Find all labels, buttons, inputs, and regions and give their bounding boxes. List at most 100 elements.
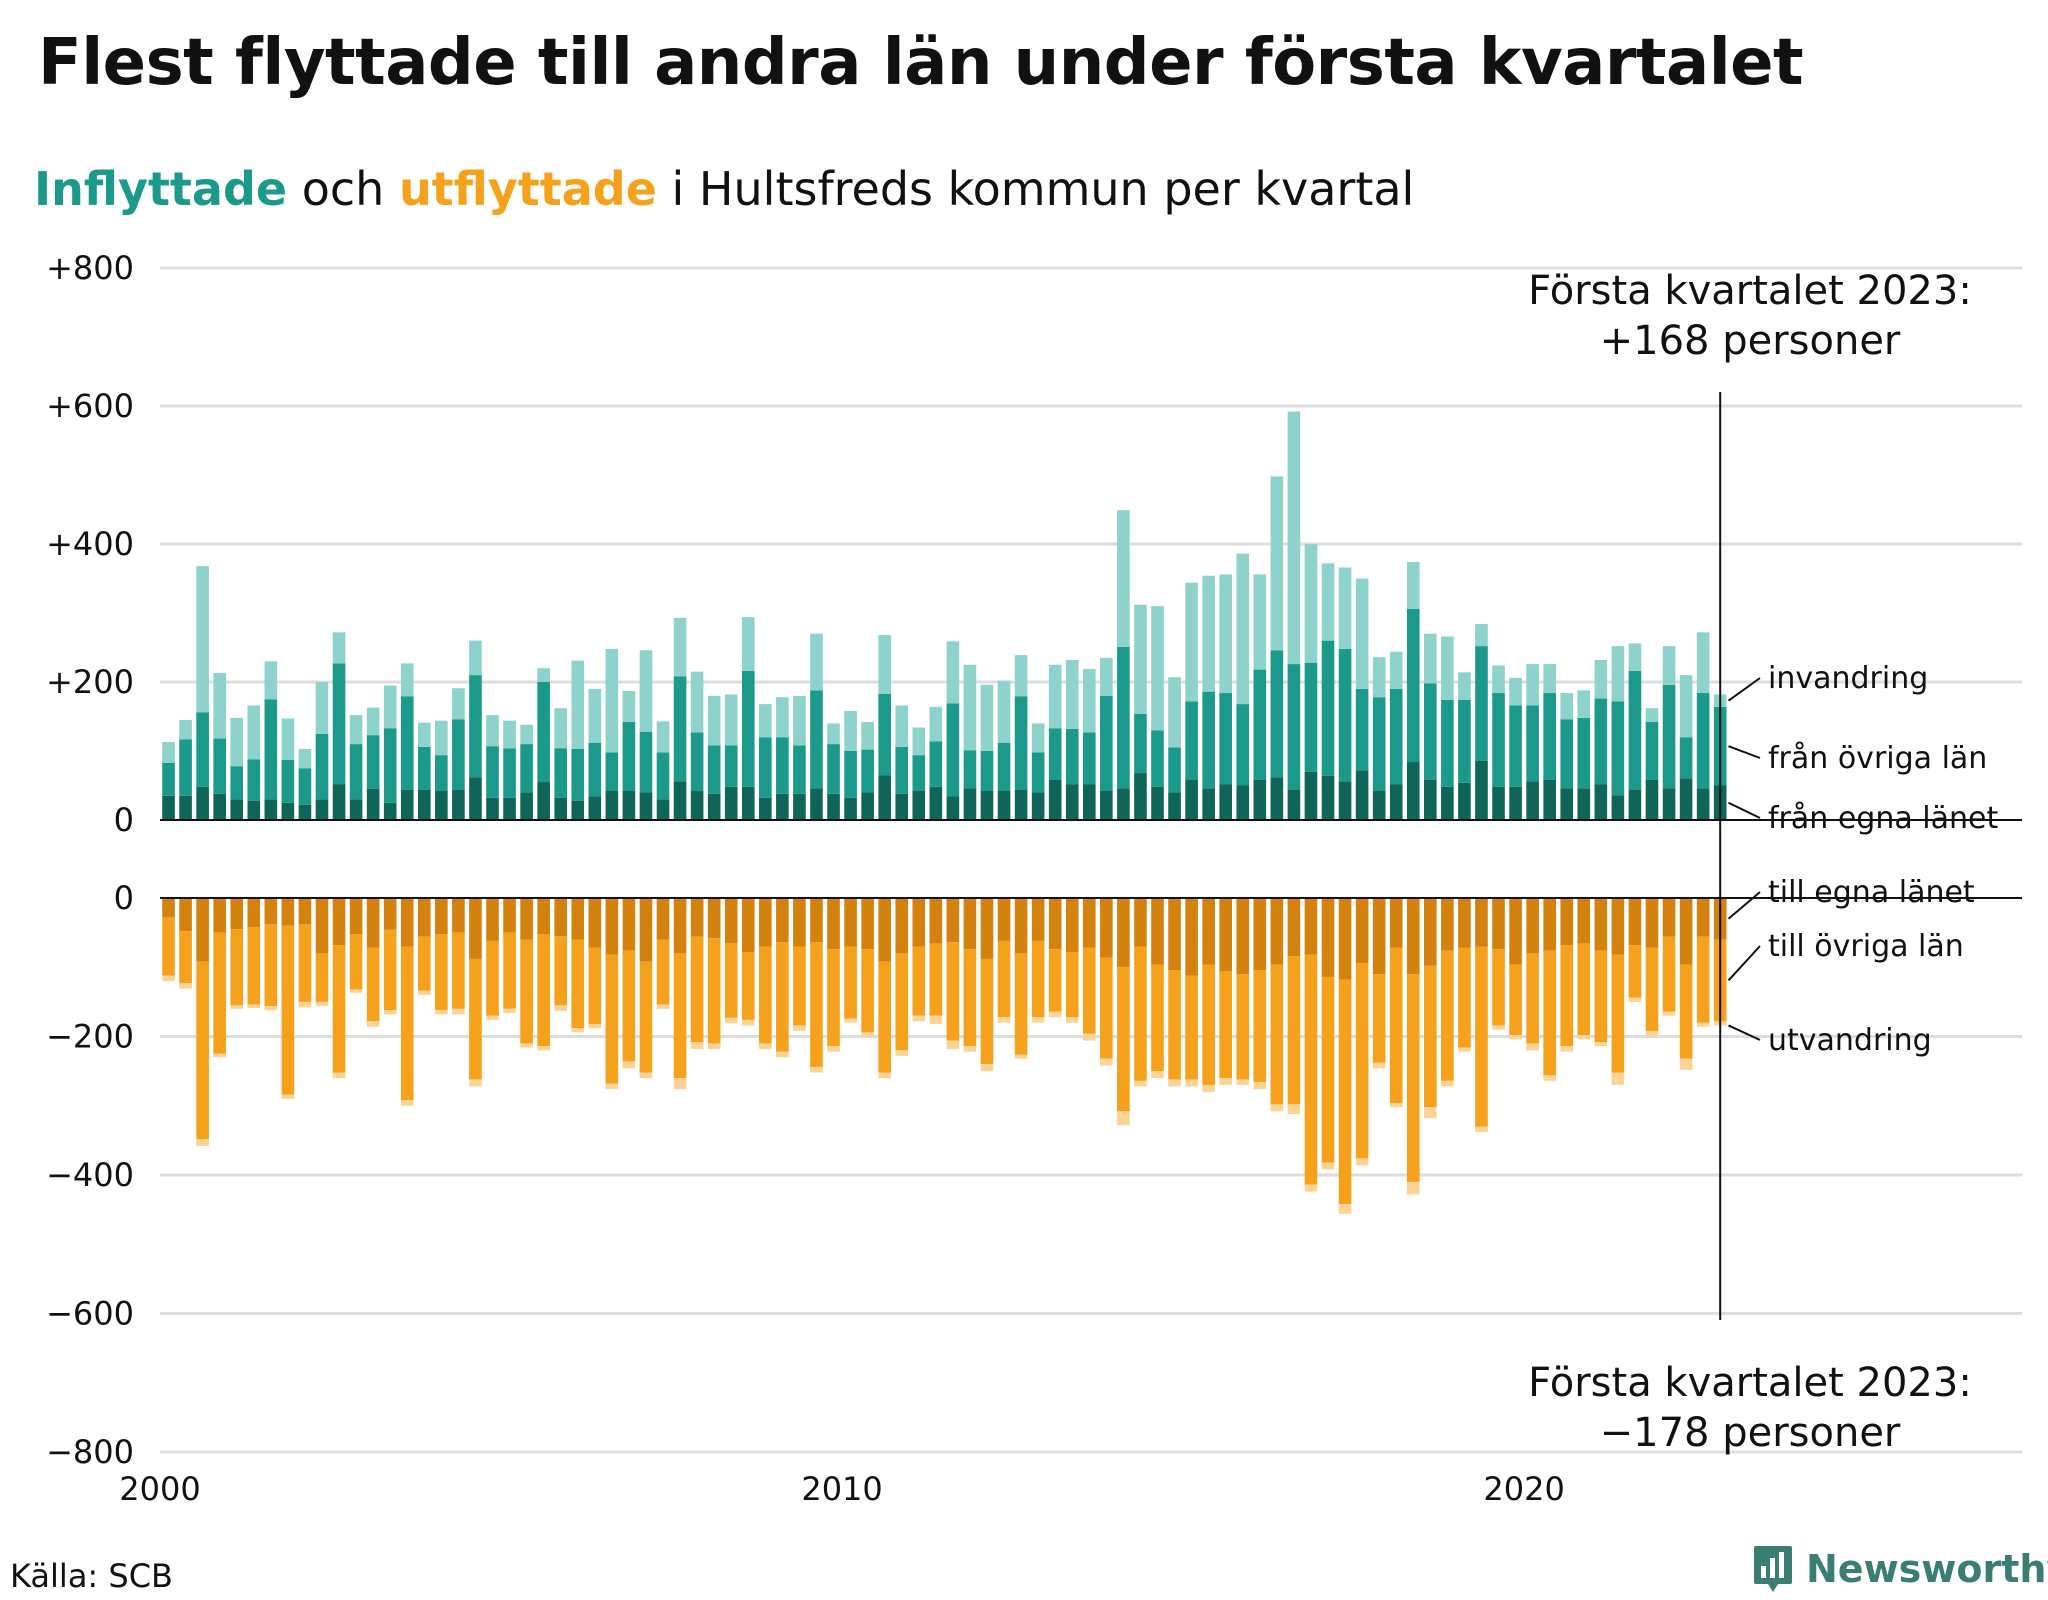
- bar-outflow-segment: [1389, 1102, 1403, 1108]
- bar-outflow-segment: [622, 1061, 636, 1069]
- bar-inflow-segment: [452, 789, 465, 820]
- bar-outflow-segment: [1065, 952, 1079, 1018]
- bar-inflow-segment: [1424, 633, 1437, 684]
- bar-inflow-segment: [1321, 563, 1335, 641]
- bar-outflow-segment: [793, 898, 806, 947]
- bar-inflow-segment: [1628, 643, 1642, 671]
- bar-inflow-segment: [588, 796, 602, 820]
- bar-inflow-segment: [844, 710, 857, 751]
- bar-inflow-segment: [196, 712, 209, 787]
- segment-label-out: till egna länet: [1768, 875, 1975, 910]
- bar-outflow-segment: [588, 947, 602, 1025]
- bar-inflow-segment: [452, 719, 465, 790]
- bar-inflow-segment: [383, 802, 397, 820]
- bar-outflow-segment: [400, 1100, 414, 1106]
- bar-inflow-segment: [1543, 779, 1556, 820]
- bar-outflow-segment: [1219, 898, 1233, 972]
- bar-outflow-segment: [1441, 898, 1454, 951]
- bar-outflow-segment: [400, 898, 414, 947]
- bar-inflow-segment: [656, 721, 670, 753]
- bar-outflow-segment: [1321, 898, 1335, 977]
- bar-outflow-segment: [486, 898, 499, 941]
- ytick-lower: −800: [46, 1433, 134, 1471]
- bar-outflow-segment: [1287, 898, 1301, 957]
- bar-inflow-segment: [486, 746, 499, 798]
- bar-inflow-segment: [622, 791, 636, 820]
- bar-inflow-segment: [230, 766, 244, 800]
- bar-outflow-segment: [1526, 1043, 1539, 1051]
- bar-outflow-segment: [605, 954, 619, 1084]
- bar-inflow-segment: [1372, 657, 1386, 698]
- bar-outflow-segment: [1509, 1035, 1522, 1040]
- xtick-year: 2010: [801, 1470, 882, 1508]
- bar-inflow-segment: [1014, 655, 1028, 697]
- bar-outflow-segment: [1594, 898, 1608, 951]
- bar-outflow-segment: [1100, 1058, 1113, 1066]
- bar-inflow-segment: [1134, 773, 1147, 820]
- bar-inflow-segment: [741, 617, 755, 671]
- bar-outflow-segment: [707, 898, 721, 939]
- bar-outflow-segment: [554, 898, 568, 937]
- bar-outflow-segment: [417, 990, 431, 995]
- bar-outflow-segment: [1048, 949, 1062, 1012]
- bar-inflow-segment: [1014, 696, 1028, 790]
- bar-outflow-segment: [605, 1083, 619, 1090]
- bar-inflow-segment: [1014, 789, 1028, 820]
- bar-outflow-segment: [1662, 898, 1676, 937]
- bar-inflow-segment: [793, 793, 806, 820]
- bar-inflow-segment: [230, 799, 244, 820]
- bar-outflow-segment: [639, 961, 653, 1073]
- bar-outflow-segment: [1321, 1162, 1335, 1170]
- bar-outflow-segment: [1185, 975, 1198, 1080]
- bar-outflow-segment: [1031, 940, 1045, 1018]
- bar-inflow-segment: [1287, 664, 1301, 790]
- bar-outflow-segment: [1645, 947, 1659, 1031]
- bar-inflow-segment: [1611, 795, 1625, 820]
- bar-outflow-segment: [315, 953, 329, 1002]
- bar-outflow-segment: [366, 898, 380, 948]
- bar-outflow-segment: [1526, 898, 1539, 954]
- bar-outflow-segment: [588, 898, 602, 948]
- bar-outflow-segment: [1338, 898, 1352, 980]
- bar-outflow-segment: [1117, 898, 1130, 968]
- bar-inflow-segment: [1304, 771, 1318, 820]
- bar-outflow-segment: [298, 898, 312, 925]
- bar-outflow-segment: [929, 943, 943, 1016]
- bar-outflow-segment: [1372, 1062, 1386, 1069]
- bar-inflow-segment: [1253, 669, 1267, 780]
- bar-inflow-segment: [1338, 781, 1352, 820]
- bar-outflow-segment: [1611, 1072, 1625, 1085]
- bar-inflow-segment: [1065, 659, 1079, 729]
- bar-outflow-segment: [1082, 947, 1096, 1034]
- bar-outflow-segment: [435, 1010, 448, 1015]
- bar-inflow-segment: [1645, 779, 1659, 820]
- bar-inflow-segment: [1492, 693, 1505, 787]
- segment-label-in: från övriga län: [1768, 741, 1987, 776]
- bar-inflow-segment: [1492, 665, 1505, 694]
- bar-inflow-segment: [1185, 701, 1198, 780]
- bar-outflow-segment: [622, 950, 636, 1062]
- bar-inflow-segment: [1151, 730, 1164, 787]
- bar-inflow-segment: [1185, 582, 1198, 702]
- chart-title: Flest flyttade till andra län under förs…: [38, 26, 1804, 100]
- bar-outflow-segment: [622, 898, 636, 951]
- segment-label-in: invandring: [1768, 661, 1928, 696]
- bar-inflow-segment: [1696, 788, 1710, 820]
- bar-outflow-segment: [895, 898, 909, 954]
- bar-inflow-segment: [1696, 632, 1710, 694]
- bar-outflow-segment: [503, 898, 516, 933]
- bar-inflow-segment: [1100, 791, 1113, 820]
- bar-outflow-segment: [1679, 1058, 1693, 1070]
- bar-inflow-segment: [486, 797, 499, 820]
- bar-outflow-segment: [1645, 898, 1659, 948]
- bar-inflow-segment: [1117, 646, 1130, 789]
- bar-outflow-segment: [776, 1051, 789, 1058]
- bar-outflow-segment: [332, 945, 346, 1073]
- bar-outflow-segment: [213, 932, 226, 1054]
- bar-outflow-segment: [690, 1042, 704, 1049]
- bar-outflow-segment: [247, 898, 261, 928]
- bar-outflow-segment: [1014, 953, 1028, 1055]
- bar-inflow-segment: [1134, 713, 1147, 774]
- bar-outflow-segment: [861, 1032, 874, 1037]
- bar-outflow-segment: [1287, 956, 1301, 1105]
